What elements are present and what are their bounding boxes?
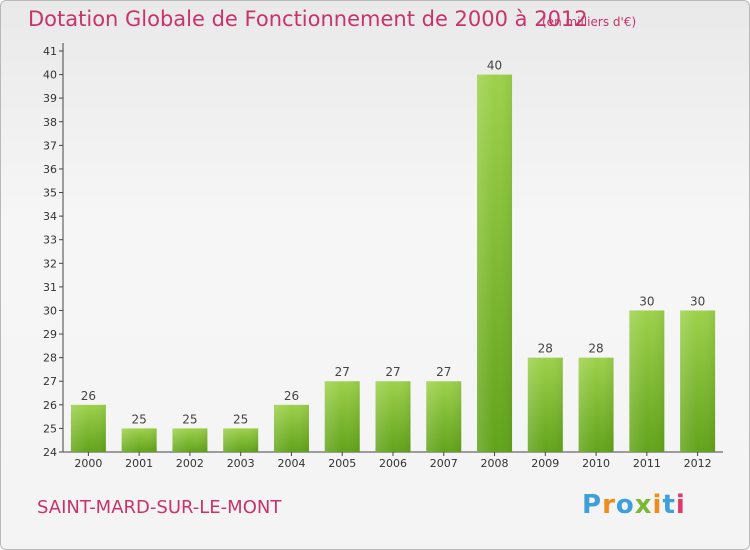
logo-letter: t <box>662 490 676 520</box>
x-tick-label: 2006 <box>379 457 407 470</box>
bar-highlight <box>273 404 309 452</box>
y-tick-label: 29 <box>43 328 57 341</box>
y-tick-label: 31 <box>43 281 57 294</box>
logo-letter: i <box>652 490 663 520</box>
y-tick-label: 27 <box>43 375 57 388</box>
bar-highlight <box>578 357 614 452</box>
logo-letter: o <box>615 490 635 520</box>
bar-highlight <box>223 428 259 452</box>
x-tick-label: 2008 <box>481 457 509 470</box>
city-name: SAINT-MARD-SUR-LE-MONT <box>37 497 282 518</box>
bar-value-label: 28 <box>538 342 553 356</box>
bar-value-label: 30 <box>639 294 654 308</box>
y-tick-label: 24 <box>43 446 57 459</box>
y-tick-label: 30 <box>43 304 57 317</box>
x-tick-label: 2005 <box>328 457 356 470</box>
y-tick-label: 40 <box>43 69 57 82</box>
bar-highlight <box>477 74 513 453</box>
proxiti-logo: Proxiti <box>582 490 686 520</box>
y-tick-label: 26 <box>43 399 57 412</box>
y-tick-label: 28 <box>43 352 57 365</box>
bar-value-label: 28 <box>588 342 603 356</box>
bar-highlight <box>172 428 208 452</box>
bar-value-label: 27 <box>335 365 350 379</box>
x-tick-label: 2004 <box>277 457 305 470</box>
logo-letter: i <box>675 490 686 520</box>
x-tick-label: 2002 <box>176 457 204 470</box>
y-tick-label: 39 <box>43 92 57 105</box>
y-tick-label: 37 <box>43 139 57 152</box>
y-tick-label: 34 <box>43 210 57 223</box>
bar-value-label: 27 <box>385 365 400 379</box>
y-tick-label: 32 <box>43 257 57 270</box>
bar-highlight <box>70 404 106 452</box>
logo-letter: P <box>582 490 603 520</box>
y-tick-label: 25 <box>43 422 57 435</box>
x-tick-label: 2000 <box>74 457 102 470</box>
bar-value-label: 30 <box>690 294 705 308</box>
bar-highlight <box>121 428 157 452</box>
y-tick-label: 36 <box>43 163 57 176</box>
x-tick-label: 2011 <box>633 457 661 470</box>
x-tick-label: 2001 <box>125 457 153 470</box>
chart-subtitle: (en milliers d'€) <box>542 15 637 29</box>
bar-value-label: 40 <box>487 59 502 73</box>
chart-title: Dotation Globale de Fonctionnement de 20… <box>28 7 588 31</box>
bar-value-label: 26 <box>284 389 299 403</box>
bar-highlight <box>324 381 360 452</box>
bar-highlight <box>527 357 563 452</box>
bar-value-label: 25 <box>132 412 147 426</box>
x-tick-label: 2010 <box>582 457 610 470</box>
x-tick-label: 2009 <box>531 457 559 470</box>
y-tick-label: 35 <box>43 187 57 200</box>
x-tick-label: 2012 <box>684 457 712 470</box>
bar-highlight <box>426 381 462 452</box>
y-tick-label: 41 <box>43 45 57 58</box>
logo-letter: x <box>634 490 653 520</box>
bar-value-label: 25 <box>233 412 248 426</box>
x-tick-label: 2007 <box>430 457 458 470</box>
y-tick-label: 33 <box>43 234 57 247</box>
x-tick-label: 2003 <box>227 457 255 470</box>
y-tick-label: 38 <box>43 116 57 129</box>
bar-highlight <box>629 310 665 452</box>
bar-value-label: 26 <box>81 389 96 403</box>
bar-highlight <box>375 381 411 452</box>
bar-value-label: 25 <box>182 412 197 426</box>
bar-value-label: 27 <box>436 365 451 379</box>
logo-letter: r <box>602 490 616 520</box>
bar-highlight <box>680 310 716 452</box>
